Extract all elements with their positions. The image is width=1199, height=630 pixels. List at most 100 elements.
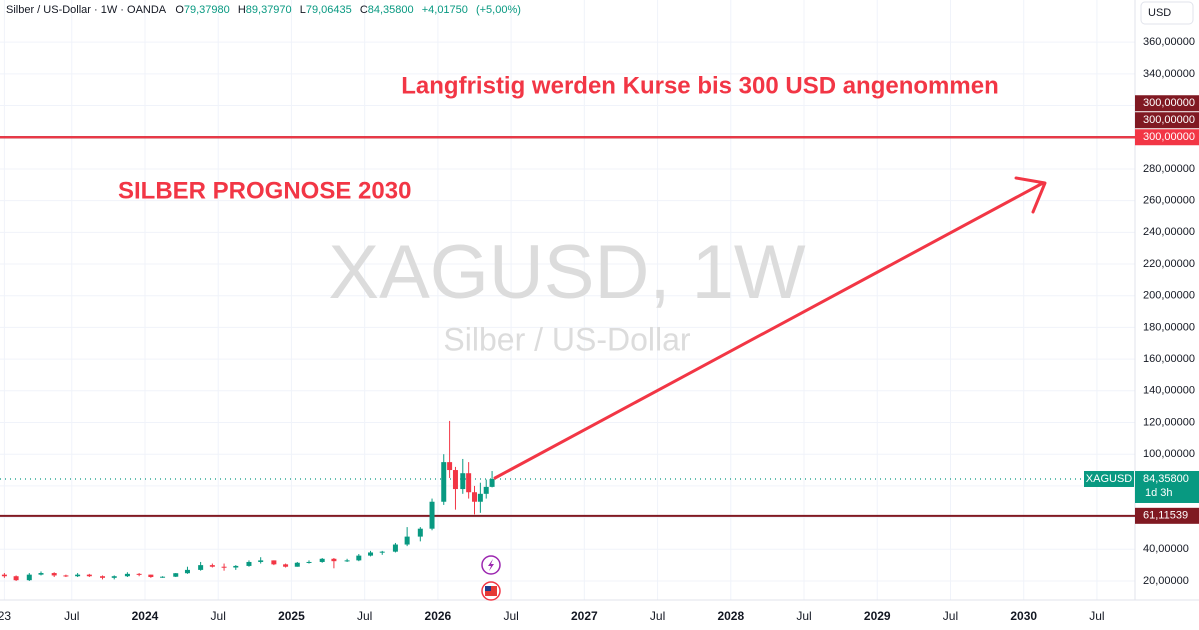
ohlc-key: H	[237, 4, 246, 16]
level-label: 300,00000	[1143, 131, 1195, 143]
level-label-bg	[1135, 112, 1199, 129]
y-tick-label: 100,00000	[1143, 448, 1195, 460]
candle-body	[198, 565, 204, 570]
countdown: 1d 3h	[1145, 487, 1173, 499]
ohlc-value: 79,37980	[183, 4, 230, 16]
candle-body	[417, 528, 423, 537]
ohlc-key: O	[175, 4, 184, 16]
candle-body	[111, 576, 117, 578]
flag-icon-canton	[485, 586, 491, 591]
candle-body	[258, 560, 264, 562]
x-tick-label: 2026	[425, 609, 452, 623]
candle-body	[246, 561, 252, 566]
x-tick-label: Jul	[943, 609, 958, 623]
candle-body	[100, 576, 106, 578]
candle-body	[124, 573, 130, 577]
level-label: 61,11539	[1143, 510, 1188, 522]
levels	[0, 136, 1135, 517]
forecast-arrow	[493, 176, 1047, 480]
watermark-sub: Silber / US-Dollar	[443, 321, 691, 357]
candle-body	[344, 560, 350, 562]
y-tick-label: 220,00000	[1143, 258, 1195, 270]
candle-body	[404, 536, 410, 545]
candle-body	[148, 574, 154, 578]
level-label: 300,00000	[1143, 114, 1195, 126]
candle-body	[1, 574, 7, 577]
candle-body	[477, 493, 483, 502]
candle-body	[184, 569, 190, 574]
candle-body	[136, 573, 142, 575]
candle-body	[466, 473, 472, 493]
y-tick-label: 20,00000	[1143, 575, 1189, 587]
x-tick-label: Jul	[1089, 609, 1104, 623]
x-tick-label: Jul	[503, 609, 518, 623]
candle-body	[160, 576, 166, 578]
x-tick-label: Jul	[357, 609, 372, 623]
level-label: 300,00000	[1143, 97, 1195, 109]
x-tick-label: Jul	[650, 609, 665, 623]
y-tick-label: 240,00000	[1143, 226, 1195, 238]
y-tick-label: 120,00000	[1143, 416, 1195, 428]
candle-body	[294, 562, 300, 567]
watermark: XAGUSD, 1W	[328, 230, 805, 315]
candle-body	[368, 552, 374, 556]
level-label-bg	[1135, 507, 1199, 524]
candle-body	[75, 574, 81, 577]
candle-body	[429, 501, 435, 529]
change: +4,01750	[421, 4, 468, 16]
x-tick-label: 2024	[132, 609, 159, 623]
ohlc-key: L	[299, 4, 306, 16]
x-tick-label: 2027	[571, 609, 598, 623]
candle-body	[283, 564, 289, 567]
candle-body	[441, 462, 447, 502]
symbol-tag: XAGUSD	[1086, 473, 1133, 485]
ohlc-value: 89,37970	[245, 4, 292, 16]
candle-body	[319, 558, 325, 562]
x-tick-label: 2030	[1010, 609, 1037, 623]
level-label-bg	[1135, 95, 1199, 112]
y-tick-label: 160,00000	[1143, 353, 1195, 365]
candle-body	[63, 575, 69, 577]
last-price-bg	[1135, 470, 1199, 503]
y-tick-label: 340,00000	[1143, 68, 1195, 80]
candle-body	[489, 478, 495, 487]
y-tick-label: 260,00000	[1143, 195, 1195, 207]
candle-body	[460, 473, 466, 490]
y-tick-label: 40,00000	[1143, 543, 1189, 555]
candle-body	[86, 574, 92, 577]
candle-body	[51, 573, 57, 576]
level-label-bg	[1135, 129, 1199, 146]
x-tick-label: 2029	[864, 609, 891, 623]
candle-body	[472, 492, 478, 502]
last-price-label: 84,35800	[1143, 473, 1189, 485]
candle-body	[209, 565, 215, 567]
y-axis-panel	[1135, 0, 1199, 630]
legend-header: Silber / US-Dollar · 1W · OANDA O79,3798…	[6, 4, 526, 16]
candle-body	[452, 470, 458, 490]
symbol-tag-bg	[1084, 470, 1134, 487]
annotation-title: Langfristig werden Kurse bis 300 USD ang…	[401, 72, 998, 99]
change-pct: (+5,00%)	[475, 4, 521, 16]
candles	[1, 420, 495, 581]
x-tick-label: Jul	[64, 609, 79, 623]
candle-body	[447, 462, 453, 471]
candle-body	[173, 573, 179, 577]
candle-body	[483, 486, 489, 494]
ohlc-key: C	[359, 4, 368, 16]
y-tick-label: 280,00000	[1143, 163, 1195, 175]
candle-body	[221, 566, 227, 568]
candle-body	[306, 561, 312, 563]
event-icon-bolt	[488, 559, 494, 571]
x-tick-label: 2025	[278, 609, 305, 623]
x-tick-label: Jul	[796, 609, 811, 623]
candle-body	[26, 574, 32, 581]
y-tick-label: 140,00000	[1143, 385, 1195, 397]
x-tick-label: 2028	[717, 609, 744, 623]
candle-body	[38, 573, 44, 575]
y-tick-label: 360,00000	[1143, 36, 1195, 48]
y-tick-label: 200,00000	[1143, 290, 1195, 302]
candle-body	[233, 565, 239, 568]
candle-body	[271, 560, 277, 565]
